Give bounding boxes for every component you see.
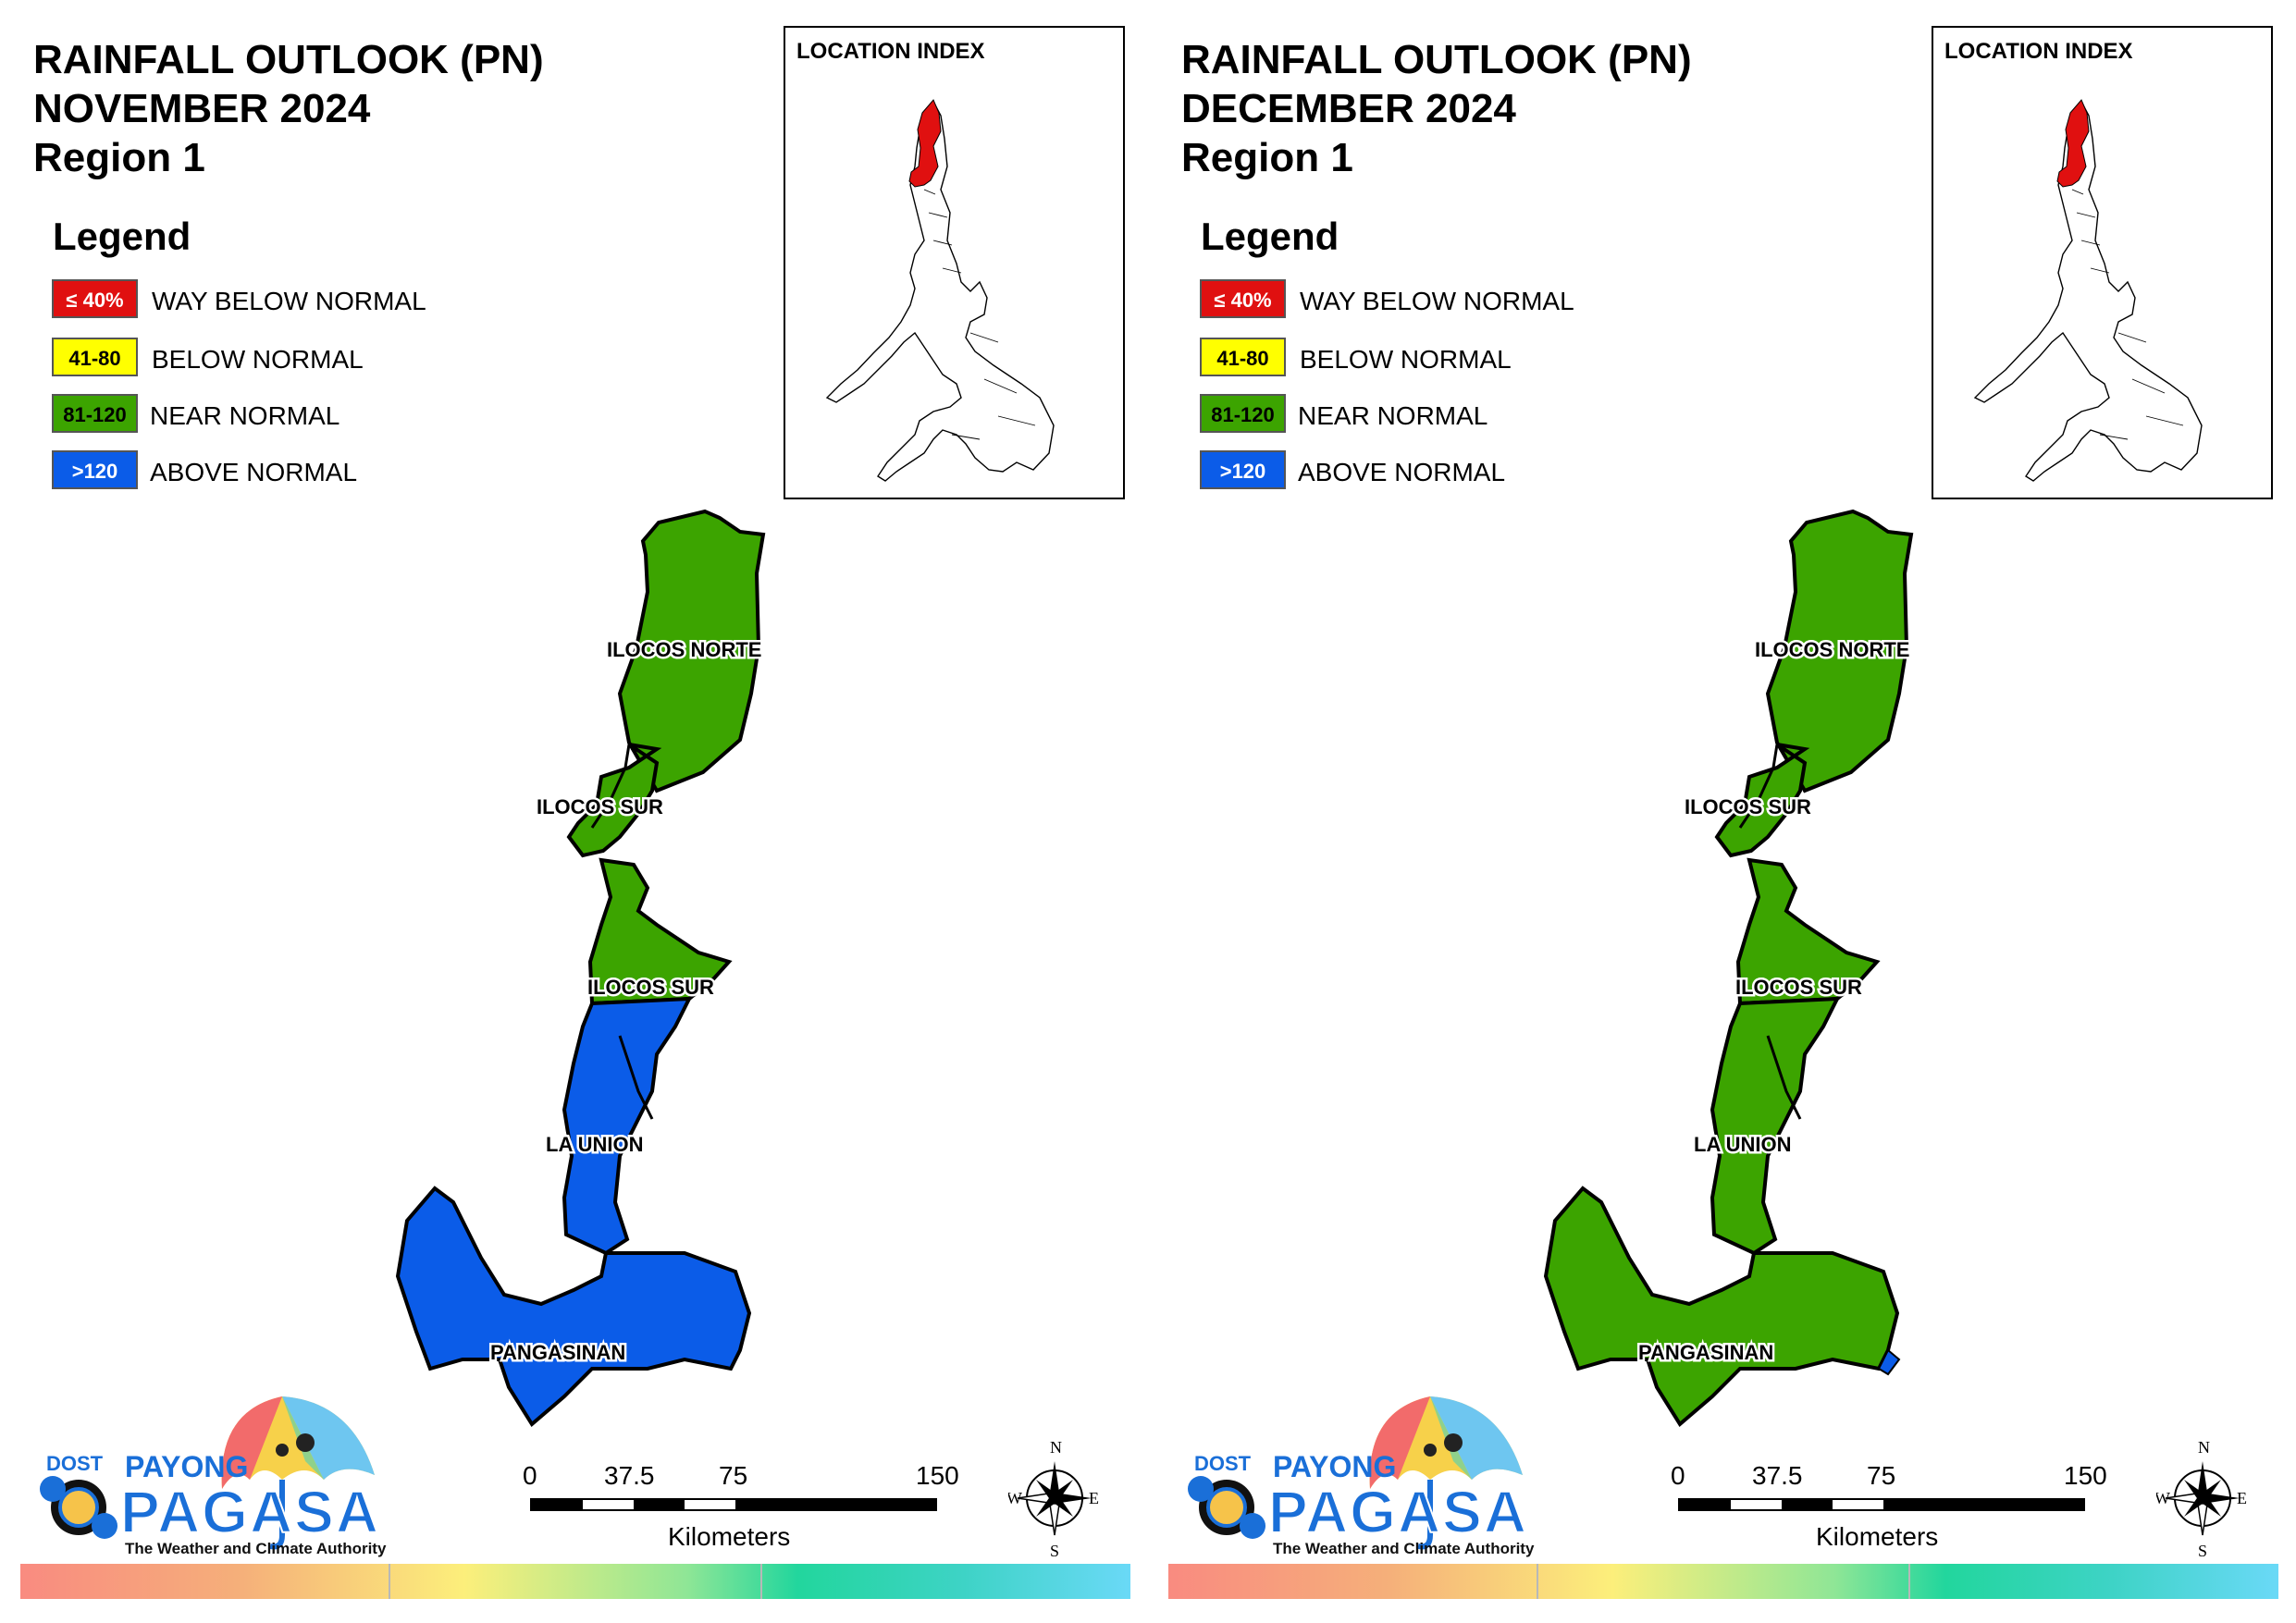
logo-tagline: The Weather and Climate Authority [1273,1540,1535,1557]
scale-unit: Kilometers [668,1522,791,1551]
umbrella-icon [1188,1396,1523,1550]
scale-bar: 0 37.5 75 150 Kilometers [523,1461,959,1554]
logo-dost: DOST [1194,1452,1252,1475]
legend-label: BELOW NORMAL [1300,345,1512,374]
label-ilocos-sur-north: ILOCOS SUR [537,795,663,818]
legend-title: Legend [1201,215,1339,258]
legend-swatch: 81-120 [52,394,138,433]
scale-bar: 0 37.5 75 150 Kilometers [1671,1461,2107,1554]
province-ilocos-norte [617,509,766,793]
scale-tick: 37.5 [1752,1461,1803,1490]
label-la-union: LA UNION [546,1133,644,1156]
province-ilocos-norte [1765,509,1914,793]
legend-label: NEAR NORMAL [1298,401,1488,430]
footer-gradient-bar [20,1564,1130,1599]
label-ilocos-norte: ILOCOS NORTE [1755,638,1909,661]
legend-label: WAY BELOW NORMAL [152,287,426,315]
outlook-panel-december: RAINFALL OUTLOOK (PN) DECEMBER 2024 Regi… [1148,0,2296,1623]
label-ilocos-sur-south: ILOCOS SUR [587,976,714,999]
compass-e: E [2237,1489,2247,1507]
scale-tick: 37.5 [604,1461,655,1490]
scale-bar-graphic [1678,1498,2085,1511]
logo-dost: DOST [46,1452,104,1475]
label-pangasinan: PANGASINAN [490,1341,625,1364]
title-line-2: DECEMBER 2024 [1181,86,1516,131]
compass-rose-icon: N S E W [1006,1438,1099,1560]
compass-rose-icon: N S E W [2154,1438,2247,1560]
legend-label: ABOVE NORMAL [1298,458,1506,486]
pagasa-logo: DOST PAYONG PAGASA The Weather and Clima… [28,1387,389,1568]
compass-n: N [1050,1438,1062,1457]
scale-tick: 150 [2064,1461,2107,1490]
philippines-outline-map [1973,99,2203,482]
label-ilocos-norte: ILOCOS NORTE [607,638,761,661]
legend-swatch: >120 [1200,450,1286,489]
province-la-union [562,996,693,1256]
title-line-2: NOVEMBER 2024 [33,86,371,131]
province-ilocos-sur-south [1735,857,1881,1006]
logo-payong: PAYONG [125,1450,249,1483]
logo-tagline: The Weather and Climate Authority [125,1540,387,1557]
map-title: RAINFALL OUTLOOK (PN) NOVEMBER 2024 Regi… [33,35,544,182]
scale-bar-graphic [530,1498,937,1511]
legend-label: NEAR NORMAL [150,401,340,430]
region1-map: ILOCOS NORTE ILOCOS SUR ILOCOS SUR LA UN… [395,509,766,1428]
philippines-outline-map [825,99,1055,482]
compass-n: N [2198,1438,2210,1457]
inset-label: LOCATION INDEX [796,39,985,64]
province-pangasinan [395,1186,752,1428]
legend-swatch: 41-80 [1200,338,1286,376]
title-line-1: RAINFALL OUTLOOK (PN) [1181,37,1692,82]
location-index-inset: LOCATION INDEX [1932,26,2273,499]
legend-title: Legend [53,215,191,258]
compass-w: W [1008,1489,1022,1507]
inset-label: LOCATION INDEX [1944,39,2133,64]
label-ilocos-sur-north: ILOCOS SUR [1685,795,1811,818]
label-pangasinan: PANGASINAN [1638,1341,1773,1364]
label-ilocos-sur-south: ILOCOS SUR [1735,976,1862,999]
outlook-panel-november: RAINFALL OUTLOOK (PN) NOVEMBER 2024 Regi… [20,26,1130,1599]
legend-swatch: 41-80 [52,338,138,376]
scale-tick: 150 [916,1461,959,1490]
map-title: RAINFALL OUTLOOK (PN) DECEMBER 2024 Regi… [1181,35,1692,182]
legend-label: WAY BELOW NORMAL [1300,287,1574,315]
north-arrow: N S E W [2154,1438,2249,1560]
province-ilocos-sur-south [587,857,733,1006]
title-line-1: RAINFALL OUTLOOK (PN) [33,37,544,82]
logo-payong: PAYONG [1273,1450,1397,1483]
compass-w: W [2156,1489,2170,1507]
scale-tick: 75 [719,1461,748,1490]
legend-swatch: ≤ 40% [52,279,138,318]
compass-s: S [2198,1542,2207,1558]
footer-gradient-bar [1168,1564,2278,1599]
logo-pagasa: PAGASA [119,1478,381,1546]
north-arrow: N S E W [1006,1438,1101,1560]
legend-swatch: >120 [52,450,138,489]
legend-label: ABOVE NORMAL [150,458,358,486]
scale-unit: Kilometers [1816,1522,1939,1551]
scale-tick: 0 [523,1461,537,1490]
legend-label: BELOW NORMAL [152,345,364,374]
province-pangasinan [1543,1186,1900,1428]
compass-e: E [1089,1489,1099,1507]
title-line-3: Region 1 [33,135,205,180]
legend-swatch: ≤ 40% [1200,279,1286,318]
title-line-3: Region 1 [1181,135,1353,180]
scale-tick: 0 [1671,1461,1685,1490]
compass-s: S [1050,1542,1059,1558]
logo-pagasa: PAGASA [1267,1478,1529,1546]
province-la-union [1710,996,1841,1256]
region1-map: ILOCOS NORTE ILOCOS SUR ILOCOS SUR LA UN… [1543,509,1914,1428]
umbrella-icon [40,1396,375,1550]
legend-swatch: 81-120 [1200,394,1286,433]
location-index-inset: LOCATION INDEX [784,26,1125,499]
scale-tick: 75 [1867,1461,1896,1490]
pagasa-logo: DOST PAYONG PAGASA The Weather and Clima… [1176,1387,1537,1568]
label-la-union: LA UNION [1694,1133,1792,1156]
